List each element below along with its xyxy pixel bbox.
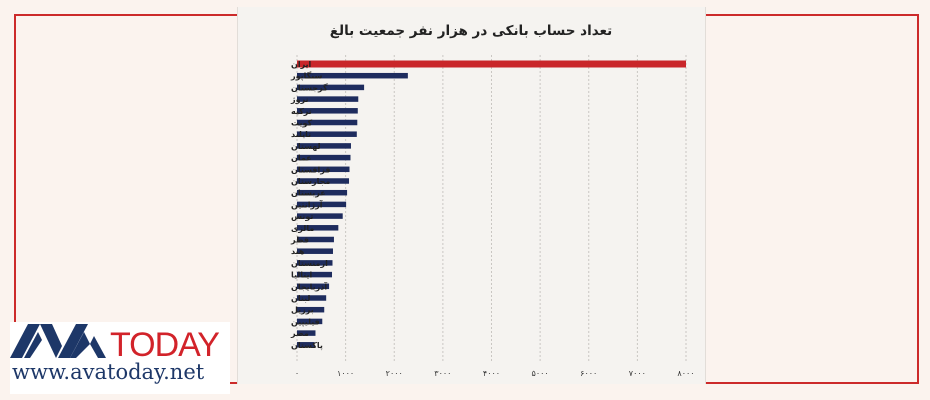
category-label: عمان	[291, 154, 312, 163]
bar-9	[297, 154, 351, 161]
bar-25	[297, 342, 315, 348]
category-label: برزیل	[291, 306, 314, 315]
category-label: فیلیپین	[291, 317, 320, 326]
x-tick-label: ۸۰۰۰	[677, 369, 694, 378]
category-label: ایران	[291, 60, 312, 69]
bar-7	[297, 131, 357, 137]
category-label: نروژ	[290, 95, 309, 104]
x-tick-label: ۵۰۰۰	[532, 369, 549, 378]
category-label: تایلند	[291, 130, 311, 139]
category-label: گرجستان	[291, 82, 328, 92]
bar-1	[297, 60, 686, 68]
bar-8	[297, 143, 351, 149]
category-label: مالزی	[291, 224, 314, 233]
bar-4	[297, 96, 359, 102]
x-tick-label: ۶۰۰۰	[580, 369, 597, 378]
chart-panel: تعداد حساب بانکی در هزار نفر جمعیت بالغ …	[237, 7, 706, 384]
bar-16	[297, 236, 334, 243]
category-label: قطر	[290, 236, 309, 245]
bar-21	[297, 295, 327, 301]
x-tick-label: ۲۰۰۰	[386, 369, 403, 378]
bar-chart: تعداد حساب بانکی در هزار نفر جمعیت بالغ …	[290, 23, 695, 378]
x-tick-label: ۳۰۰۰	[434, 369, 451, 378]
category-label: آرژانتین	[291, 199, 323, 209]
bar-20	[297, 283, 330, 290]
bar-23	[297, 318, 323, 325]
bar-13	[297, 201, 347, 208]
x-tick-label: ۷۰۰۰	[629, 369, 646, 378]
x-tick-label: ۰	[295, 369, 299, 378]
bar-11	[297, 178, 350, 184]
category-label: کویت	[291, 119, 312, 128]
bar-10	[297, 166, 350, 173]
bar-12	[297, 189, 348, 196]
category-label: عربستان	[291, 189, 326, 198]
bar-6	[297, 119, 358, 126]
svg-text:TODAY: TODAY	[110, 326, 219, 362]
category-label: مجارستان	[291, 177, 330, 186]
avatoday-logo-mark: TODAY	[10, 324, 220, 362]
category-label: هند	[291, 247, 305, 256]
x-tick-label: ۱۰۰۰	[337, 369, 354, 378]
bar-14	[297, 213, 343, 219]
bar-18	[297, 260, 333, 266]
bar-5	[297, 108, 358, 114]
category-label: ارمنستان	[291, 259, 328, 268]
category-label: لبنان	[291, 294, 310, 303]
avatoday-logo[interactable]: TODAY www.avatoday.net	[10, 322, 230, 394]
bar-2	[297, 72, 408, 79]
category-label: پاکستان	[291, 341, 323, 350]
category-label: سنگاپور	[290, 71, 323, 81]
bar-3	[297, 84, 365, 91]
category-label: ایتالیا	[291, 271, 313, 280]
bar-17	[297, 248, 333, 254]
bar-22	[297, 306, 325, 313]
category-label: لهستان	[291, 142, 321, 151]
website-url[interactable]: www.avatoday.net	[12, 360, 205, 384]
category-label: قزاقستان	[291, 165, 330, 174]
bar-15	[297, 225, 339, 231]
category-label: آذربایجان	[291, 281, 327, 291]
x-tick-label: ۴۰۰۰	[483, 369, 500, 378]
chart-title: تعداد حساب بانکی در هزار نفر جمعیت بالغ	[330, 23, 612, 39]
bar-24	[297, 330, 316, 336]
bar-19	[297, 271, 333, 278]
category-label: مصر	[290, 329, 309, 338]
category-label: ترکیه	[291, 107, 312, 116]
category-label: تونس	[291, 212, 313, 222]
